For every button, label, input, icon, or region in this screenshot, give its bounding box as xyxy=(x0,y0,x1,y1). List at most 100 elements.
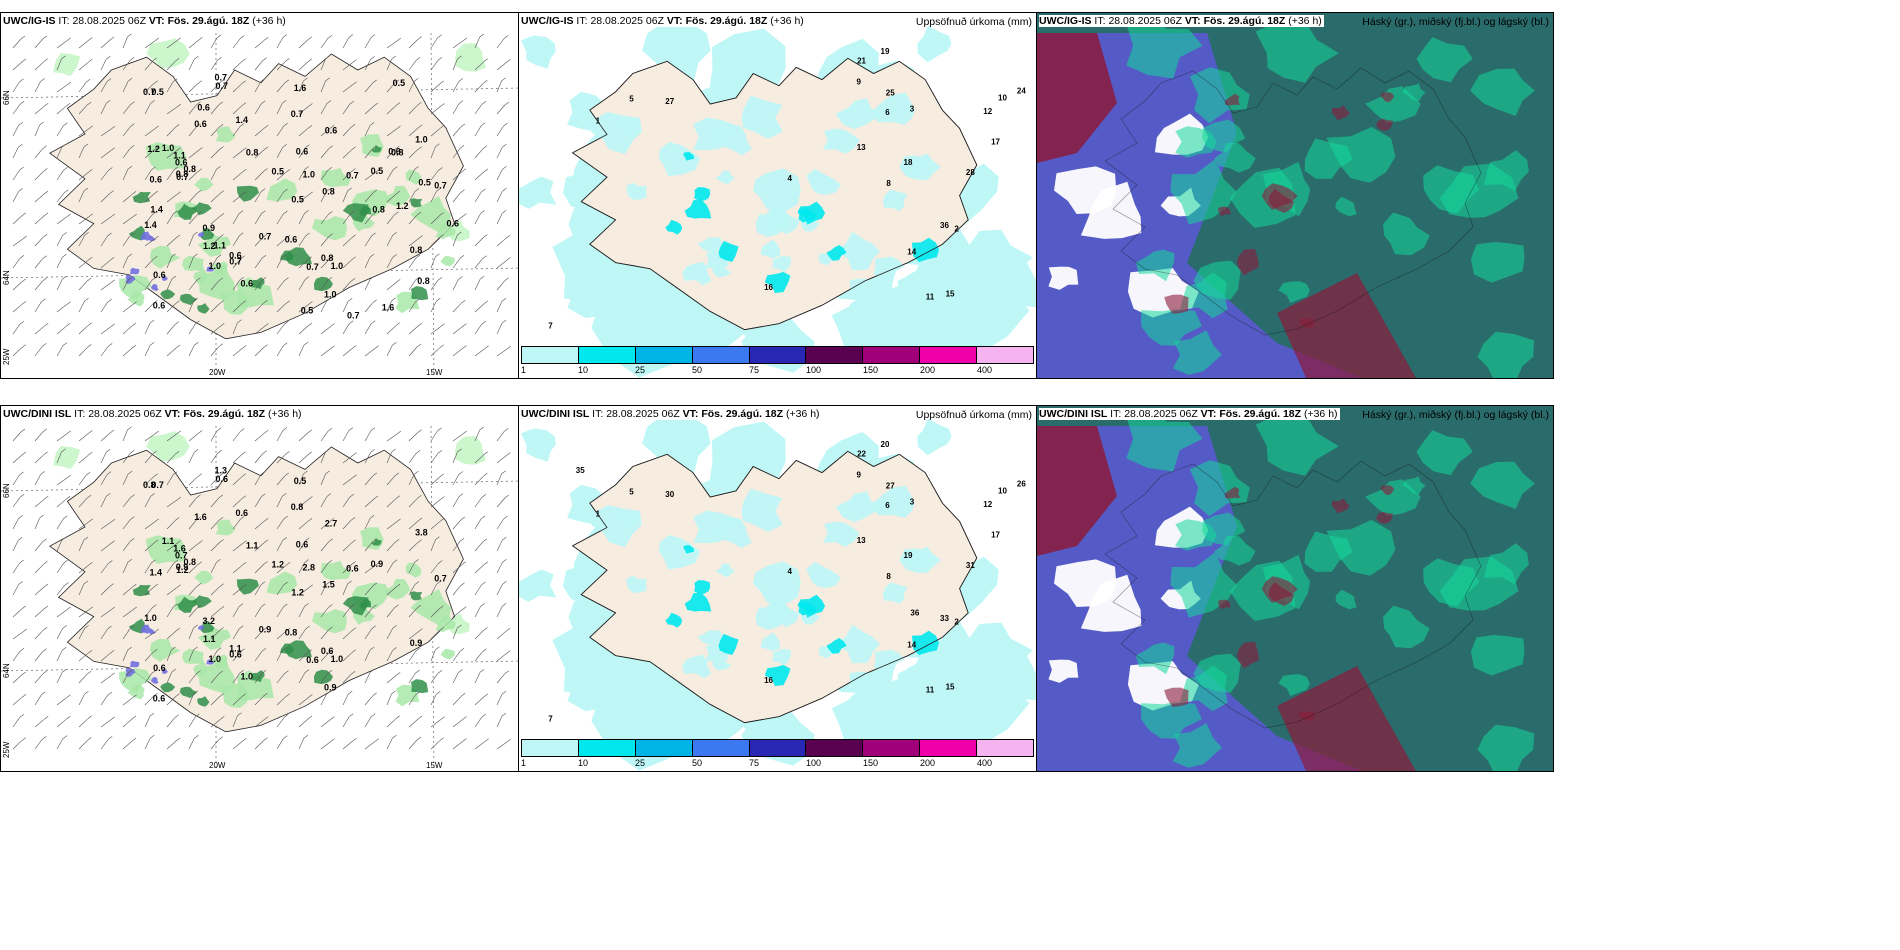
precip-value-label: 10 xyxy=(998,94,1007,103)
wind-barbs xyxy=(12,426,511,750)
wind-value-label: 0.6 xyxy=(321,646,334,656)
iceland-coastline xyxy=(1104,67,1482,336)
colorbar-segment xyxy=(863,347,921,363)
wind-value-label: 0.7 xyxy=(434,574,447,584)
colorbar-tick: 50 xyxy=(692,365,703,375)
wind-value-label: 1.0 xyxy=(415,134,428,144)
lon-label: 15W xyxy=(426,761,443,770)
cloud-map xyxy=(1037,406,1553,771)
precip-value-labels: 1234567891011121314151617192022262730313… xyxy=(548,440,1026,724)
wind-value-label: 0.6 xyxy=(447,218,460,228)
wind-value-label: 0.8 xyxy=(285,628,298,638)
wind-value-label: 1.2 xyxy=(176,565,189,575)
precip-value-label: 4 xyxy=(788,567,793,576)
wind-value-label: 1.2 xyxy=(291,588,304,598)
wind-value-label: 0.6 xyxy=(150,174,163,184)
panel-title: UWC/DINI ISL IT: 28.08.2025 06Z VT: Fös.… xyxy=(1039,408,1340,420)
precip-map: 1234567891011121314151617181921242527283… xyxy=(519,13,1036,378)
wind-value-label: 0.8 xyxy=(372,205,385,215)
panel-variable: Uppsöfnuð úrkoma (mm) xyxy=(915,409,1032,421)
wind-value-label: 1.2 xyxy=(203,241,216,251)
panel-variable: Háský (gr.), miðský (fj.bl.) og lágský (… xyxy=(1362,16,1549,28)
wind-value-label: 0.5 xyxy=(393,78,406,88)
precip-value-label: 19 xyxy=(904,551,913,560)
iceland-landmass xyxy=(49,446,464,733)
precip-colorbar: 1 10 25 50 75 100 150 200 400 xyxy=(521,739,1034,769)
wind-value-label: 1.2 xyxy=(272,560,285,570)
precip-value-label: 36 xyxy=(940,221,949,230)
wind-value-label: 1.1 xyxy=(229,643,242,653)
colorbar-segment xyxy=(635,347,693,363)
colorbar-segment xyxy=(863,740,921,756)
wind-value-label: 0.6 xyxy=(346,564,359,574)
precip-value-label: 30 xyxy=(665,490,674,499)
precip-value-label: 24 xyxy=(1017,87,1026,96)
precip-value-label: 3 xyxy=(910,104,915,113)
iceland-landmass xyxy=(49,53,464,340)
colorbar-tick: 10 xyxy=(578,758,589,768)
wind-value-label: 0.5 xyxy=(151,87,164,97)
precip-value-label: 11 xyxy=(926,292,935,301)
wind-value-label: 0.9 xyxy=(203,223,216,233)
lon-label: 20W xyxy=(209,368,226,377)
precip-value-label: 12 xyxy=(983,500,992,509)
precip-value-label: 10 xyxy=(998,487,1007,496)
precip-value-label: 27 xyxy=(665,97,674,106)
precip-value-label: 25 xyxy=(886,89,895,98)
wind-value-label: 0.7 xyxy=(347,311,360,321)
precip-value-label: 9 xyxy=(857,471,862,480)
wind-value-label: 0.8 xyxy=(291,502,304,512)
precip-value-label: 36 xyxy=(910,608,919,617)
wind-value-label: 0.8 xyxy=(184,557,197,567)
wind-value-label: 1.1 xyxy=(162,536,175,546)
precip-value-label: 6 xyxy=(885,108,890,117)
wind-value-label: 0.8 xyxy=(410,245,423,255)
wind-value-label: 0.9 xyxy=(371,559,384,569)
wind-value-label: 1.0 xyxy=(144,613,157,623)
panel-title: UWC/DINI ISL IT: 28.08.2025 06Z VT: Fös.… xyxy=(521,408,822,420)
wind-value-label: 1.6 xyxy=(173,544,186,554)
wind-value-label: 1.0 xyxy=(209,261,222,271)
precip-value-label: 8 xyxy=(886,572,891,581)
precip-value-label: 35 xyxy=(576,466,585,475)
wind-barbs xyxy=(12,33,511,357)
wind-value-label: 0.8 xyxy=(321,253,334,263)
wind-value-label: 0.9 xyxy=(259,624,272,634)
precip-value-label: 3 xyxy=(910,497,915,506)
wind-value-label: 0.6 xyxy=(229,250,242,260)
wind-value-labels: 0.60.60.60.60.60.50.80.70.70.80.91.01.40… xyxy=(143,73,459,321)
colorbar-tick: 1 xyxy=(521,758,527,768)
wind-value-label: 0.6 xyxy=(236,508,249,518)
precip-value-label: 16 xyxy=(764,676,773,685)
precip-value-label: 15 xyxy=(946,290,955,299)
wind-value-label: 1.4 xyxy=(236,115,249,125)
wind-value-label: 0.8 xyxy=(176,169,189,179)
wind-value-label: 0.7 xyxy=(346,171,359,181)
colorbar-tick: 75 xyxy=(749,365,760,375)
precip-value-label: 20 xyxy=(881,440,890,449)
precip-value-label: 14 xyxy=(907,640,916,649)
wind-value-label: 0.7 xyxy=(151,480,164,490)
wind-value-label: 1.6 xyxy=(382,303,395,313)
colorbar-segment xyxy=(522,740,579,756)
panel-cloud-dini: UWC/DINI ISL IT: 28.08.2025 06Z VT: Fös.… xyxy=(1036,405,1554,772)
wind-value-label: 1.6 xyxy=(294,83,307,93)
wind-value-label: 1.3 xyxy=(215,466,228,476)
wind-value-label: 1.5 xyxy=(322,580,335,590)
lon-label: 25W xyxy=(2,741,11,758)
colorbar-segment xyxy=(977,347,1034,363)
lon-label: 25W xyxy=(2,348,11,365)
colorbar-tick: 25 xyxy=(635,758,646,768)
cloud-map xyxy=(1037,13,1553,378)
precip-value-label: 12 xyxy=(983,107,992,116)
colorbar-segment xyxy=(806,740,864,756)
wind-value-label: 0.7 xyxy=(176,172,189,182)
wind-value-label: 0.5 xyxy=(371,166,384,176)
precip-value-labels: 1234567891011121314151617181921242527283… xyxy=(548,47,1026,331)
wind-value-label: 0.7 xyxy=(215,73,228,83)
lon-label: 20W xyxy=(209,761,226,770)
colorbar-segment xyxy=(635,740,693,756)
wind-value-label: 0.6 xyxy=(153,301,166,311)
wind-value-label: 0.6 xyxy=(194,119,207,129)
colorbar-segment xyxy=(749,347,807,363)
